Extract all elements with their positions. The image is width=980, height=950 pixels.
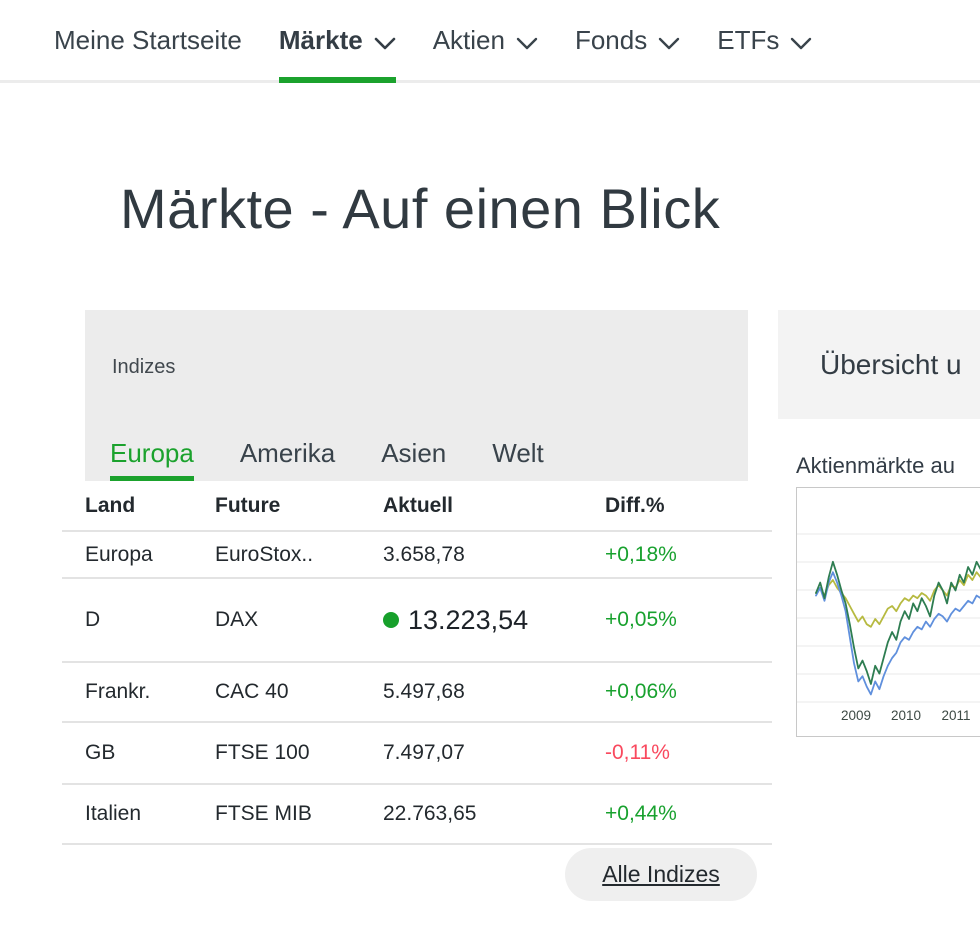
- svg-text:2010: 2010: [891, 708, 921, 723]
- tab-europa[interactable]: Europa: [110, 438, 194, 481]
- column-header-diff: Diff.%: [605, 493, 665, 517]
- table-row[interactable]: Frankr. CAC 40 5.497,68 +0,06%: [62, 661, 772, 721]
- region-tabs: Europa Amerika Asien Welt: [110, 438, 544, 481]
- cell-aktuell: 22.763,65: [383, 802, 477, 825]
- nav-item-fonds[interactable]: Fonds: [575, 0, 680, 80]
- alle-indizes-button[interactable]: Alle Indizes: [565, 848, 757, 901]
- tab-asien[interactable]: Asien: [381, 438, 447, 468]
- nav-item-maerkte[interactable]: Märkte: [278, 0, 396, 83]
- cell-land: GB: [85, 741, 116, 764]
- cell-diff: +0,18%: [605, 542, 677, 566]
- indices-card: Indizes Europa Amerika Asien Welt Land F…: [62, 310, 772, 901]
- indices-card-header: Indizes Europa Amerika Asien Welt: [85, 310, 748, 481]
- cell-future: CAC 40: [215, 680, 289, 703]
- overview-card-title: Übersicht u: [820, 348, 962, 380]
- column-header-aktuell: Aktuell: [383, 493, 454, 517]
- column-header-future: Future: [215, 493, 281, 517]
- table-row[interactable]: GB FTSE 100 7.497,07 -0,11%: [62, 721, 772, 783]
- overview-card-header: Übersicht u: [778, 310, 980, 419]
- top-navigation: Meine Startseite Märkte Aktien Fonds ETF…: [0, 0, 980, 83]
- chart-caption: Aktienmärkte au: [796, 453, 955, 478]
- table-row[interactable]: Italien FTSE MIB 22.763,65 +0,44%: [62, 783, 772, 845]
- nav-label: Meine Startseite: [54, 24, 242, 55]
- cell-aktuell-value: 13.223,54: [408, 604, 529, 635]
- tab-amerika[interactable]: Amerika: [239, 438, 336, 468]
- chevron-down-icon: [790, 27, 812, 58]
- nav-label: Fonds: [574, 24, 648, 55]
- cell-aktuell: 13.223,54: [383, 605, 605, 636]
- cell-diff: +0,05%: [605, 608, 677, 631]
- nav-item-etfs[interactable]: ETFs: [717, 0, 812, 80]
- cell-future: DAX: [215, 608, 259, 631]
- indices-card-title: Indizes: [112, 356, 176, 378]
- cell-land: D: [85, 608, 101, 631]
- svg-text:2011: 2011: [941, 708, 970, 723]
- nav-label: ETFs: [717, 24, 780, 55]
- cell-diff: +0,44%: [605, 802, 677, 825]
- nav-item-meine-startseite[interactable]: Meine Startseite: [54, 0, 242, 80]
- chevron-down-icon: [516, 27, 538, 58]
- nav-label: Aktien: [432, 24, 505, 55]
- cell-aktuell: 5.497,68: [383, 680, 465, 703]
- cell-future: EuroStox..: [215, 542, 314, 566]
- table-row[interactable]: Europa EuroStox.. 3.658,78 +0,18%: [62, 530, 772, 577]
- nav-item-aktien[interactable]: Aktien: [433, 0, 538, 80]
- cell-land: Italien: [85, 802, 142, 825]
- alle-indizes-label: Alle Indizes: [602, 861, 720, 887]
- nav-label: Märkte: [278, 24, 363, 55]
- cell-diff: -0,11%: [605, 741, 670, 764]
- cell-future: FTSE 100: [215, 741, 310, 764]
- cell-future: FTSE MIB: [215, 802, 312, 825]
- page-title: Märkte - Auf einen Blick: [120, 177, 721, 240]
- cell-diff: +0,06%: [605, 680, 677, 703]
- cell-aktuell: 3.658,78: [383, 542, 465, 566]
- realtime-dot-icon: [383, 612, 399, 628]
- column-header-land: Land: [85, 493, 136, 517]
- svg-text:2009: 2009: [841, 708, 871, 723]
- table-row[interactable]: D DAX 13.223,54 +0,05%: [62, 577, 772, 661]
- chevron-down-icon: [374, 27, 396, 58]
- tab-welt[interactable]: Welt: [492, 438, 544, 468]
- cell-land: Frankr.: [85, 680, 151, 703]
- chevron-down-icon: [658, 27, 680, 58]
- stock-markets-chart: 2009 2010 2011: [796, 487, 980, 737]
- cell-land: Europa: [85, 542, 153, 566]
- table-header: Land Future Aktuell Diff.%: [62, 481, 772, 530]
- overview-card: Übersicht u Aktienmärkte au 2009 2010 2011: [778, 310, 980, 737]
- cell-aktuell: 7.497,07: [383, 741, 465, 764]
